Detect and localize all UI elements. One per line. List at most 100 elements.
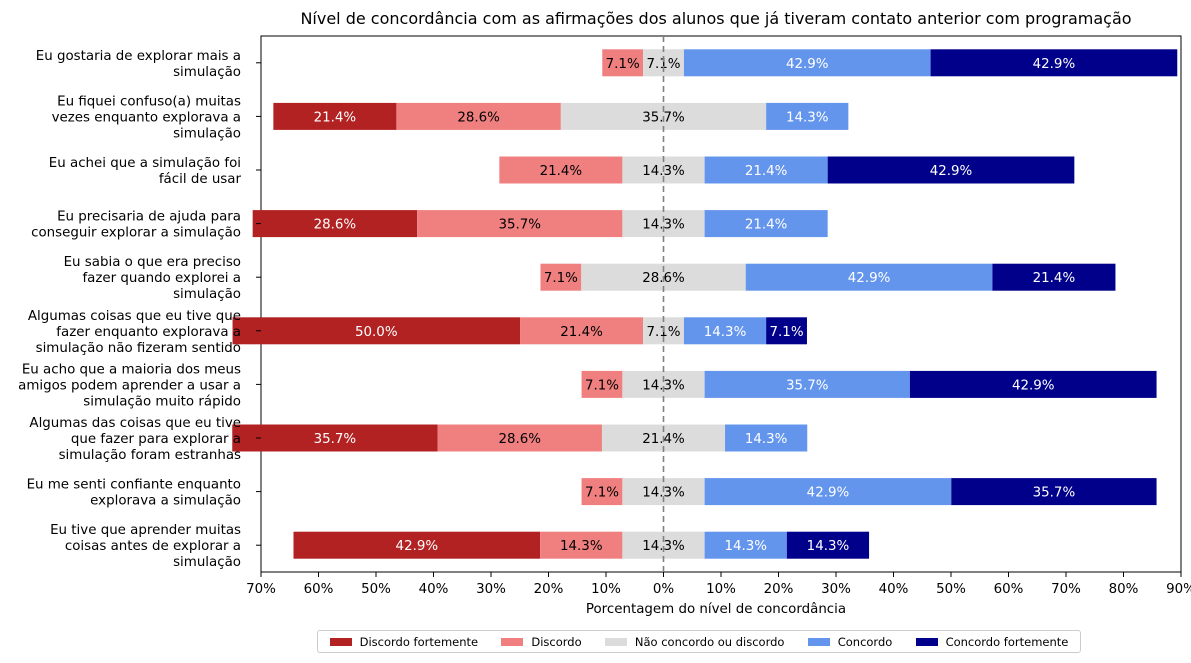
bar-segment	[540, 263, 582, 291]
legend-label: Concordo fortemente	[945, 634, 1069, 649]
bar-segment	[602, 49, 644, 77]
bar-value-label: 21.4%	[314, 110, 357, 125]
x-tick-label: 50%	[936, 582, 966, 597]
bar-segment	[786, 531, 870, 559]
legend-label: Discordo fortemente	[359, 634, 479, 649]
bar-value-label: 35.7%	[1033, 486, 1076, 501]
legend-label: Discordo	[531, 634, 582, 649]
bar-segment	[704, 370, 910, 398]
bar-segment	[704, 531, 787, 559]
x-tick-label: 40%	[879, 582, 909, 597]
legend-swatch	[501, 637, 524, 646]
bar-value-label: 21.4%	[540, 164, 583, 179]
category-labels: Eu gostaria de explorar mais a simulação E…	[18, 49, 261, 570]
bar-value-label: 21.4%	[745, 218, 788, 233]
x-tick-label: 80%	[1109, 582, 1139, 597]
bar-segment	[581, 478, 623, 506]
bar-value-label: 42.9%	[396, 539, 439, 554]
x-tick-label: 60%	[994, 582, 1024, 597]
bar-value-label: 14.3%	[642, 486, 685, 501]
x-tick-label: 40%	[419, 582, 449, 597]
bar-value-label: 28.6%	[314, 218, 357, 233]
bar-value-label: 21.4%	[1033, 271, 1076, 286]
x-tick-label: 10%	[706, 582, 736, 597]
legend-swatch	[807, 637, 830, 646]
bar-value-label: 14.3%	[560, 539, 603, 554]
x-tick-label: 0%	[653, 582, 674, 597]
bar-segment	[766, 102, 849, 130]
legend-label: Não concordo ou discordo	[634, 634, 785, 649]
bar-value-label: 7.1%	[770, 325, 804, 340]
x-tick-label: 90%	[1166, 582, 1191, 597]
bar-value-label: 7.1%	[646, 57, 680, 72]
chart-title: Nível de concordância com as afirmações …	[300, 9, 1131, 28]
category-label: Eu me senti confiante enquanto explorava …	[27, 478, 241, 509]
category-label: Eu gostaria de explorar mais a simulação	[36, 49, 241, 80]
bar-segment	[622, 210, 705, 238]
bar-value-label: 7.1%	[606, 57, 640, 72]
legend-swatch	[329, 637, 352, 646]
bar-segment	[581, 370, 623, 398]
bar-value-label: 14.3%	[807, 539, 850, 554]
category-label: Eu sabia o que era preciso fazer quando e…	[64, 255, 241, 302]
legend-swatch	[604, 637, 627, 646]
bar-segment	[437, 424, 602, 452]
bar-value-label: 42.9%	[1012, 378, 1055, 393]
category-label: Algumas das coisas que eu tive que fazer …	[29, 416, 241, 463]
category-label: Eu fiquei confuso(a) muitas vezes enquant…	[52, 94, 241, 141]
legend-item: Não concordo ou discordo	[604, 634, 785, 649]
bar-value-label: 7.1%	[544, 271, 578, 286]
bar-segment	[725, 424, 808, 452]
bar-segment	[766, 317, 807, 345]
x-tick-label: 30%	[821, 582, 851, 597]
bar-segment	[520, 317, 644, 345]
bar-segment	[540, 531, 623, 559]
bar-value-label: 7.1%	[585, 378, 619, 393]
bar-segment	[232, 317, 521, 345]
legend: Discordo fortemente Discordo Não concordo …	[317, 630, 1081, 653]
category-label: Eu precisaria de ajuda para conseguir exp…	[31, 210, 241, 241]
bar-segment	[683, 49, 931, 77]
bar-segment	[930, 49, 1178, 77]
legend-item: Discordo	[501, 634, 582, 649]
category-label: Algumas coisas que eu tive que fazer enqu…	[28, 309, 241, 356]
bar-segment	[293, 531, 541, 559]
bar-value-label: 42.9%	[786, 57, 829, 72]
bar-value-label: 42.9%	[930, 164, 973, 179]
bar-value-label: 35.7%	[314, 432, 357, 447]
bar-group: 7.1% 7.1% 42.9% 42.9% 21.4% 28.6% 35.7% 14.3% 21…	[232, 49, 1178, 559]
bar-segment	[909, 370, 1157, 398]
bar-value-label: 42.9%	[1033, 57, 1076, 72]
x-tick-label: 10%	[591, 582, 621, 597]
bar-segment	[683, 317, 767, 345]
bar-value-label: 28.6%	[498, 432, 541, 447]
category-label: Eu tive que aprender muitas coisas antes …	[50, 523, 241, 570]
bar-segment	[622, 370, 705, 398]
bar-value-label: 14.3%	[704, 325, 747, 340]
bar-segment	[273, 102, 397, 130]
legend-item: Discordo fortemente	[329, 634, 479, 649]
bar-value-label: 50.0%	[355, 325, 398, 340]
bar-segment	[992, 263, 1116, 291]
x-tick-label: 20%	[764, 582, 794, 597]
x-tick-label: 30%	[476, 582, 506, 597]
bar-segment	[704, 210, 828, 238]
x-axis-ticks: 70% 60% 50% 40% 30% 20% 10% 0% 10% 20% 30% 40% 50% 60…	[246, 572, 1191, 597]
bar-segment	[827, 156, 1075, 184]
bar-segment	[704, 156, 828, 184]
bar-segment	[252, 210, 418, 238]
x-axis-label: Porcentagem do nível de concordância	[586, 601, 846, 617]
bar-segment	[499, 156, 623, 184]
x-tick-label: 60%	[304, 582, 334, 597]
bar-value-label: 14.3%	[642, 218, 685, 233]
x-tick-label: 20%	[534, 582, 564, 597]
bar-value-label: 42.9%	[807, 486, 850, 501]
legend-item: Concordo fortemente	[915, 634, 1069, 649]
bar-value-label: 7.1%	[646, 325, 680, 340]
bar-value-label: 21.4%	[560, 325, 603, 340]
bar-segment	[417, 210, 623, 238]
bar-value-label: 14.3%	[745, 432, 788, 447]
bar-value-label: 21.4%	[745, 164, 788, 179]
legend-item: Concordo	[807, 635, 892, 649]
